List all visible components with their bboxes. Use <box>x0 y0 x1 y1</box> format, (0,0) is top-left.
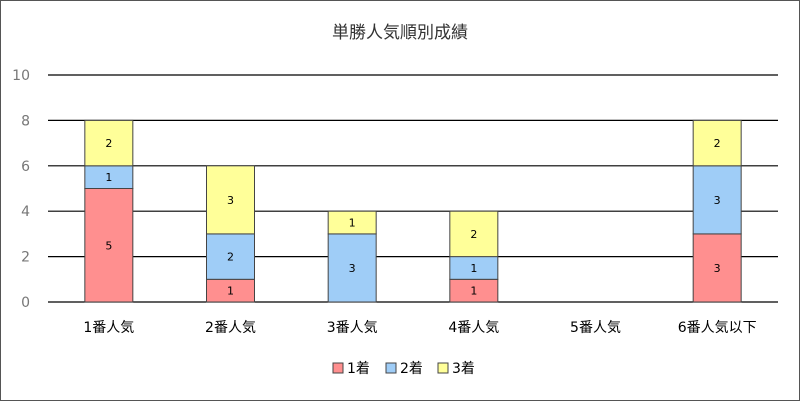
x-tick-label: 2番人気 <box>205 320 256 336</box>
bar-segment <box>692 233 742 303</box>
x-axis-ticks: 1番人気 2番人気 3番人気 4番人気 5番人気 6番人気以下 <box>83 320 756 336</box>
data-label: 1 <box>349 217 356 230</box>
y-tick-label: 0 <box>21 295 30 311</box>
data-label: 3 <box>714 262 721 275</box>
bar-segment <box>206 165 255 235</box>
legend-swatch <box>332 362 344 374</box>
data-label: 5 <box>105 239 112 252</box>
legend-label: 3着 <box>452 361 475 377</box>
data-label: 1 <box>470 285 477 298</box>
y-axis-ticks: 0 2 4 6 8 10 <box>12 68 30 311</box>
x-tick-label: 6番人気以下 <box>678 320 757 336</box>
bar-segment <box>327 210 377 235</box>
bar-segment <box>692 165 742 235</box>
x-tick-label: 5番人気 <box>570 320 621 336</box>
legend-swatch <box>385 362 397 374</box>
y-tick-label: 4 <box>21 204 30 220</box>
data-label: 2 <box>714 137 721 150</box>
legend-swatch <box>437 362 449 374</box>
data-label: 1 <box>105 171 112 184</box>
legend-label: 2着 <box>400 361 423 377</box>
data-label: 3 <box>714 194 721 207</box>
data-label: 2 <box>105 137 112 150</box>
bar-segment <box>84 119 134 167</box>
x-tick-label: 3番人気 <box>327 320 378 336</box>
y-tick-label: 6 <box>21 159 30 175</box>
legend-label: 1着 <box>347 361 370 377</box>
bar-segment <box>449 210 499 258</box>
legend: 1着 2着 3着 <box>332 361 475 377</box>
y-tick-label: 2 <box>21 250 30 266</box>
bar-segment <box>327 233 377 303</box>
y-tick-label: 10 <box>12 68 30 84</box>
x-tick-label: 4番人気 <box>448 320 499 336</box>
y-tick-label: 8 <box>21 113 30 129</box>
x-tick-label: 1番人気 <box>83 320 134 336</box>
data-label: 3 <box>227 194 234 207</box>
bars: 5 1 2 1 2 3 3 1 1 1 2 3 3 2 <box>84 119 742 303</box>
chart-title: 単勝人気順別成績 <box>332 23 468 43</box>
data-label: 1 <box>227 285 234 298</box>
data-label: 2 <box>470 228 477 241</box>
data-label: 3 <box>349 262 356 275</box>
bar-segment <box>84 188 134 303</box>
data-label: 1 <box>470 262 477 275</box>
gridlines <box>48 74 778 303</box>
data-label: 2 <box>227 251 234 264</box>
bar-segment <box>692 119 742 167</box>
